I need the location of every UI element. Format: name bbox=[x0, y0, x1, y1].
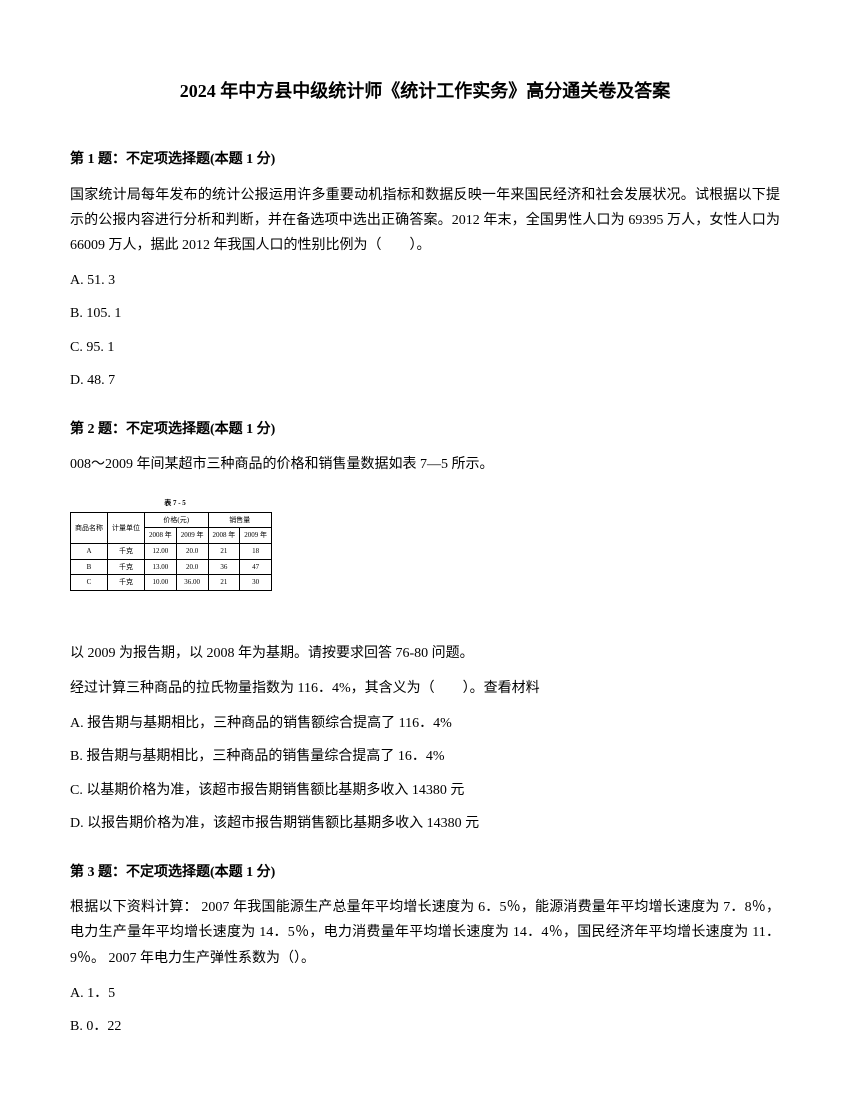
table-header: 计量单位 bbox=[108, 512, 145, 543]
table-cell: 千克 bbox=[108, 544, 145, 560]
q1-option-d: D. 48. 7 bbox=[70, 368, 780, 393]
table-header: 销售量 bbox=[208, 512, 272, 528]
table-cell: 12.00 bbox=[145, 544, 177, 560]
table-cell: C bbox=[71, 575, 108, 591]
q1-option-a: A. 51. 3 bbox=[70, 268, 780, 293]
q2-header: 第 2 题：不定项选择题(本题 1 分) bbox=[70, 417, 780, 442]
q2-data-table: 商品名称 计量单位 价格(元) 销售量 2008 年 2009 年 2008 年… bbox=[70, 512, 272, 591]
q3-header: 第 3 题：不定项选择题(本题 1 分) bbox=[70, 860, 780, 885]
q2-option-b: B. 报告期与基期相比，三种商品的销售量综合提高了 16．4% bbox=[70, 744, 780, 769]
q1-text: 国家统计局每年发布的统计公报运用许多重要动机指标和数据反映一年来国民经济和社会发… bbox=[70, 183, 780, 259]
table-cell: A bbox=[71, 544, 108, 560]
table-cell: 千克 bbox=[108, 575, 145, 591]
table-cell: 21 bbox=[208, 544, 240, 560]
table-header: 价格(元) bbox=[145, 512, 209, 528]
q1-header: 第 1 题：不定项选择题(本题 1 分) bbox=[70, 147, 780, 172]
table-cell: 20.0 bbox=[176, 544, 208, 560]
q2-option-a: A. 报告期与基期相比，三种商品的销售额综合提高了 116．4% bbox=[70, 711, 780, 736]
table-header: 2008 年 bbox=[145, 528, 177, 544]
table-cell: 千克 bbox=[108, 559, 145, 575]
table-header: 2008 年 bbox=[208, 528, 240, 544]
q3-option-b: B. 0．22 bbox=[70, 1014, 780, 1039]
document-title: 2024 年中方县中级统计师《统计工作实务》高分通关卷及答案 bbox=[70, 75, 780, 107]
q3-text: 根据以下资料计算： 2007 年我国能源生产总量年平均增长速度为 6．5％，能源… bbox=[70, 895, 780, 971]
q1-option-b: B. 105. 1 bbox=[70, 301, 780, 326]
q1-option-c: C. 95. 1 bbox=[70, 335, 780, 360]
q2-option-c: C. 以基期价格为准，该超市报告期销售额比基期多收入 14380 元 bbox=[70, 778, 780, 803]
q3-option-a: A. 1．5 bbox=[70, 981, 780, 1006]
table-cell: B bbox=[71, 559, 108, 575]
table-cell: 30 bbox=[240, 575, 272, 591]
table-cell: 18 bbox=[240, 544, 272, 560]
table-header: 商品名称 bbox=[71, 512, 108, 543]
table-cell: 36 bbox=[208, 559, 240, 575]
table-cell: 21 bbox=[208, 575, 240, 591]
q2-table-caption: 表 7 - 5 bbox=[70, 497, 280, 510]
q2-subtext-1: 以 2009 为报告期，以 2008 年为基期。请按要求回答 76-80 问题。 bbox=[70, 641, 780, 666]
table-cell: 13.00 bbox=[145, 559, 177, 575]
q2-table-wrapper: 表 7 - 5 商品名称 计量单位 价格(元) 销售量 2008 年 2009 … bbox=[70, 497, 780, 591]
table-cell: 47 bbox=[240, 559, 272, 575]
table-cell: 36.00 bbox=[176, 575, 208, 591]
table-cell: 20.0 bbox=[176, 559, 208, 575]
q2-subtext-2: 经过计算三种商品的拉氏物量指数为 116．4%，其含义为（ ）。查看材料 bbox=[70, 676, 780, 701]
table-header: 2009 年 bbox=[176, 528, 208, 544]
table-cell: 10.00 bbox=[145, 575, 177, 591]
q2-text: 008～2009 年间某超市三种商品的价格和销售量数据如表 7—5 所示。 bbox=[70, 452, 780, 477]
q2-option-d: D. 以报告期价格为准，该超市报告期销售额比基期多收入 14380 元 bbox=[70, 811, 780, 836]
table-header: 2009 年 bbox=[240, 528, 272, 544]
